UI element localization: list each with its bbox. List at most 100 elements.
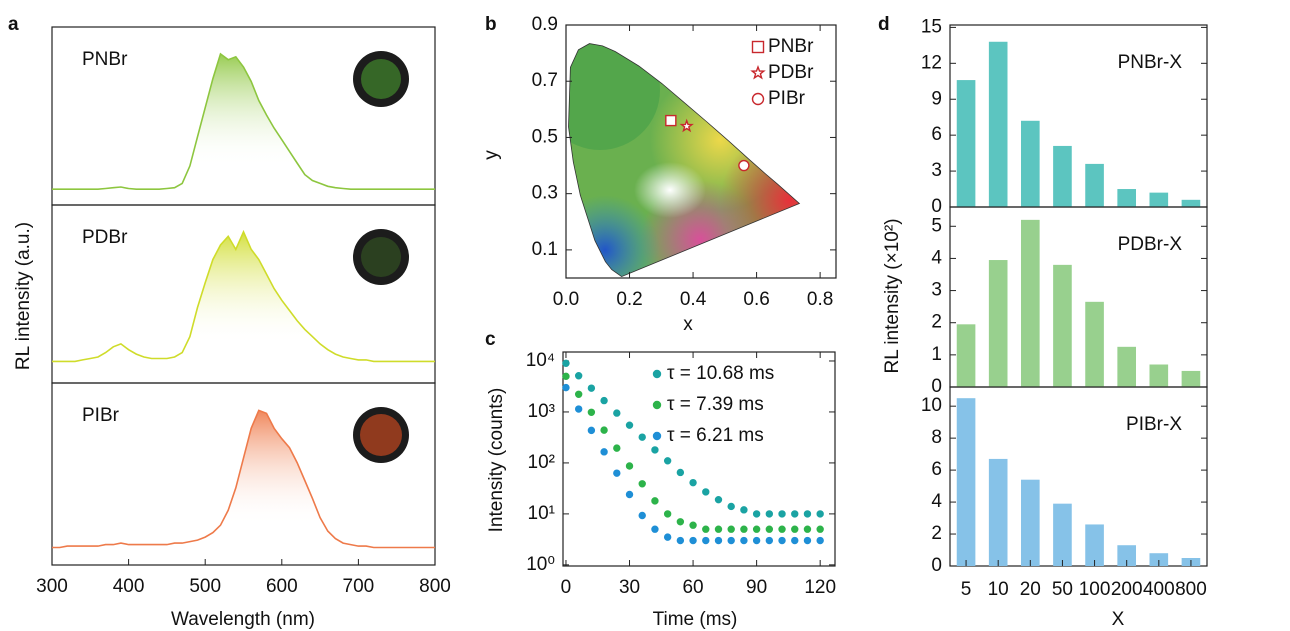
x-tick-label: 50 bbox=[1052, 579, 1073, 600]
data-point bbox=[738, 159, 750, 172]
bar bbox=[1181, 199, 1201, 207]
data-point bbox=[600, 426, 608, 434]
y-tick-label: 0 bbox=[931, 376, 942, 397]
data-point bbox=[714, 495, 723, 504]
y-tick-label: 0.1 bbox=[532, 239, 558, 260]
y-tick-label: 6 bbox=[931, 459, 942, 480]
x-tick-label: 100 bbox=[1079, 579, 1111, 600]
data-point bbox=[727, 525, 735, 533]
y-tick-label: 10¹ bbox=[528, 503, 555, 524]
bar bbox=[1149, 192, 1169, 207]
data-point bbox=[765, 510, 774, 518]
data-point bbox=[752, 525, 761, 533]
data-point bbox=[562, 359, 570, 368]
data-point bbox=[625, 490, 634, 499]
data-point bbox=[638, 433, 646, 441]
data-point bbox=[600, 448, 608, 456]
bar bbox=[1053, 503, 1072, 566]
data-point bbox=[613, 444, 621, 452]
data-point bbox=[740, 525, 748, 533]
data-point bbox=[765, 525, 774, 533]
data-point bbox=[651, 525, 659, 533]
spectrum-area bbox=[52, 53, 435, 205]
bar bbox=[1020, 219, 1040, 387]
y-tick-label: 8 bbox=[931, 427, 942, 448]
bar bbox=[1020, 120, 1040, 207]
y-tick-label: 3 bbox=[931, 160, 942, 181]
data-point bbox=[740, 506, 748, 514]
data-point bbox=[702, 525, 710, 533]
bar bbox=[1117, 189, 1137, 207]
bar bbox=[1053, 145, 1072, 207]
data-point bbox=[665, 114, 677, 127]
data-point bbox=[740, 536, 748, 545]
data-point bbox=[663, 510, 672, 518]
spectrum-line bbox=[52, 52, 435, 190]
y-tick-label: 10⁰ bbox=[526, 554, 555, 575]
data-point bbox=[587, 408, 596, 416]
data-point bbox=[574, 405, 583, 413]
y-axis-title: y bbox=[481, 150, 502, 160]
data-point bbox=[803, 536, 812, 545]
x-tick-label: 0.8 bbox=[807, 289, 833, 310]
x-tick-label: 0.2 bbox=[616, 289, 642, 310]
subplot-title: PNBr-X bbox=[1118, 52, 1183, 73]
x-tick-label: 20 bbox=[1020, 579, 1041, 600]
data-point bbox=[714, 525, 723, 533]
spectrum-area bbox=[52, 231, 435, 382]
photo-glow bbox=[361, 237, 401, 277]
legend-marker bbox=[751, 92, 765, 106]
bar bbox=[1117, 346, 1137, 387]
y-tick-label: 2 bbox=[931, 523, 942, 544]
bar bbox=[1149, 553, 1169, 566]
data-point bbox=[778, 536, 786, 545]
panel-label: a bbox=[8, 14, 19, 35]
x-tick-label: 800 bbox=[419, 576, 451, 597]
x-tick-label: 200 bbox=[1111, 579, 1143, 600]
y-tick-label: 0 bbox=[931, 555, 942, 576]
spectrum-area bbox=[52, 410, 435, 564]
legend-label: PIBr bbox=[768, 88, 806, 109]
x-axis-title: X bbox=[1112, 609, 1125, 630]
data-point bbox=[651, 446, 659, 454]
y-tick-label: 0.5 bbox=[532, 126, 558, 147]
data-point bbox=[803, 525, 812, 533]
panel-label: d bbox=[878, 14, 890, 35]
data-point bbox=[689, 521, 697, 529]
y-tick-label: 4 bbox=[931, 491, 942, 512]
y-tick-label: 6 bbox=[931, 124, 942, 145]
plot-frame bbox=[565, 24, 837, 279]
panel-label: b bbox=[485, 14, 497, 35]
y-axis-title: RL intensity (a.u.) bbox=[13, 222, 34, 370]
subplot-title: PDBr-X bbox=[1118, 234, 1183, 255]
bar bbox=[1085, 163, 1104, 207]
spectral-locus bbox=[568, 43, 801, 278]
bar bbox=[956, 80, 976, 207]
data-point bbox=[613, 409, 621, 417]
y-axis-title: Intensity (counts) bbox=[486, 388, 507, 533]
y-tick-label: 10³ bbox=[528, 401, 555, 422]
x-tick-label: 0.4 bbox=[680, 289, 707, 310]
y-tick-label: 15 bbox=[921, 16, 942, 37]
data-point bbox=[765, 536, 774, 545]
legend-marker bbox=[652, 369, 662, 379]
series-label: PNBr bbox=[82, 49, 128, 70]
y-tick-label: 2 bbox=[931, 312, 942, 333]
plot-frame bbox=[562, 351, 836, 567]
x-tick-label: 90 bbox=[746, 577, 767, 598]
y-tick-label: 10² bbox=[528, 452, 555, 473]
panel-label: c bbox=[485, 329, 496, 350]
photo-glow bbox=[361, 59, 401, 99]
x-tick-label: 30 bbox=[619, 577, 640, 598]
bar bbox=[1117, 545, 1137, 566]
series-label: PIBr bbox=[82, 405, 120, 426]
x-tick-label: 5 bbox=[961, 579, 972, 600]
data-point bbox=[714, 536, 723, 545]
data-point bbox=[679, 118, 694, 133]
x-tick-label: 400 bbox=[113, 576, 145, 597]
data-point bbox=[676, 468, 685, 477]
photo-glow bbox=[360, 414, 402, 456]
bar bbox=[1085, 524, 1104, 566]
x-tick-label: 700 bbox=[343, 576, 375, 597]
x-tick-label: 120 bbox=[804, 577, 836, 598]
